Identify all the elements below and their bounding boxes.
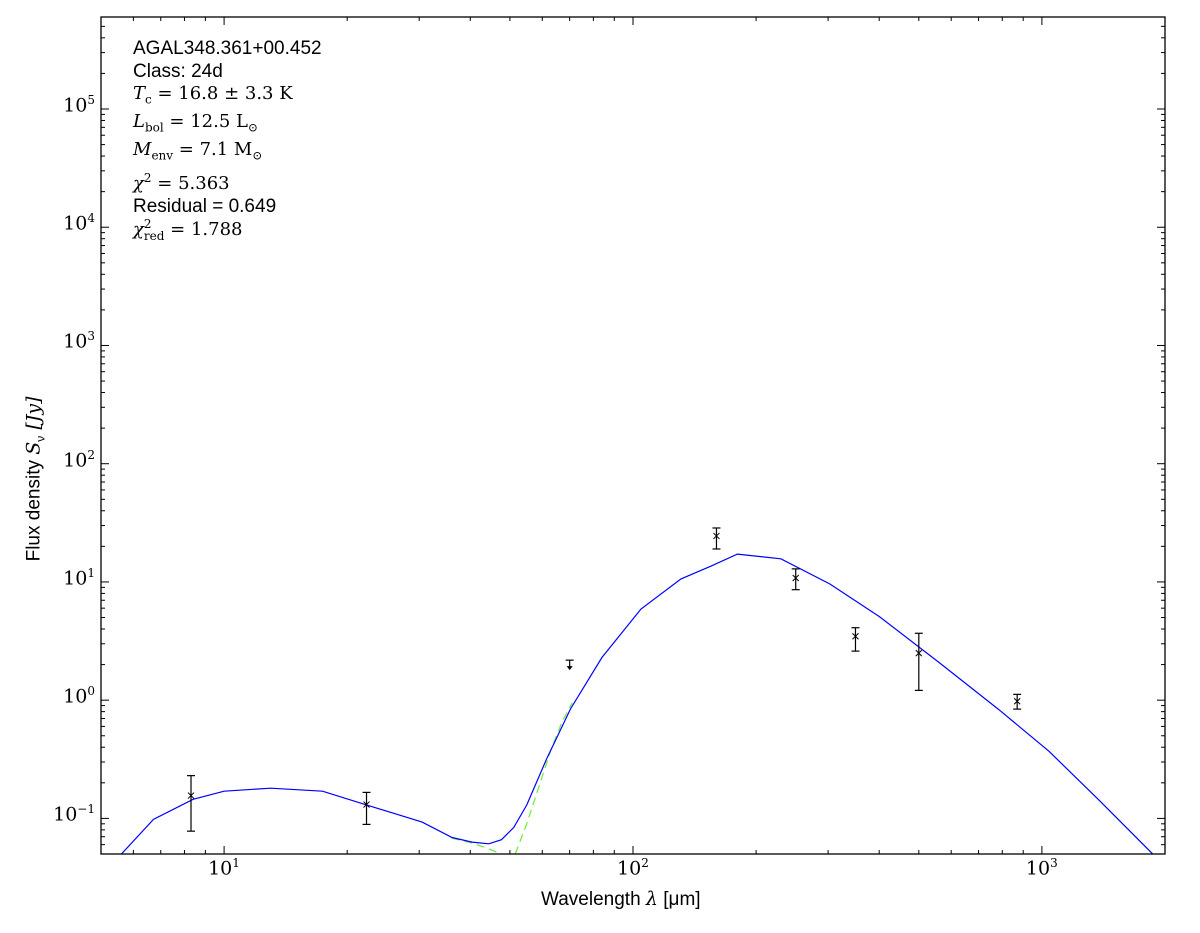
y-tick-label: 100 [63, 684, 95, 708]
total-model-line [120, 553, 1154, 854]
y-tick-label: 103 [63, 329, 95, 353]
fit-annotation: AGAL348.361+00.452 Class: 24d Tc = 16.8 … [133, 38, 322, 242]
lbol-label: Lbol = 12.5 L⊙ [133, 111, 259, 135]
chi2-label: χ2 = 5.363 [133, 171, 230, 195]
data-point [363, 801, 370, 808]
data-point [713, 532, 720, 540]
y-tick-label: 104 [63, 211, 95, 235]
tc-label: Tc = 16.8 ± 3.3 K [133, 83, 293, 107]
x-tick-label: 102 [617, 856, 649, 880]
y-tick-label: 105 [63, 93, 95, 117]
residual-label: Residual = 0.649 [133, 195, 277, 217]
cold-component-line [514, 702, 573, 854]
data-point [792, 574, 800, 582]
data-point [852, 632, 859, 640]
x-tick-label: 103 [1025, 856, 1058, 880]
class-label: Class: 24d [133, 60, 223, 82]
x-axis-label: Wavelength λ [μm] [541, 888, 701, 910]
menv-label: Menv = 7.1 M⊙ [133, 139, 263, 163]
data-point [915, 649, 923, 657]
y-tick-label: 10−1 [53, 802, 95, 826]
data-point [187, 792, 195, 799]
warm-component-line [451, 837, 502, 854]
upper-limit-arrow [566, 666, 573, 671]
source-name: AGAL348.361+00.452 [133, 38, 322, 59]
chi2red-label: χ 2 red = 1.788 [133, 217, 243, 244]
x-tick-label: 101 [208, 856, 240, 880]
y-tick-label: 102 [63, 447, 95, 472]
data-point [1013, 697, 1021, 705]
y-axis-label: Flux density Sν [Jy] [22, 396, 48, 562]
y-tick-label: 101 [63, 565, 95, 590]
